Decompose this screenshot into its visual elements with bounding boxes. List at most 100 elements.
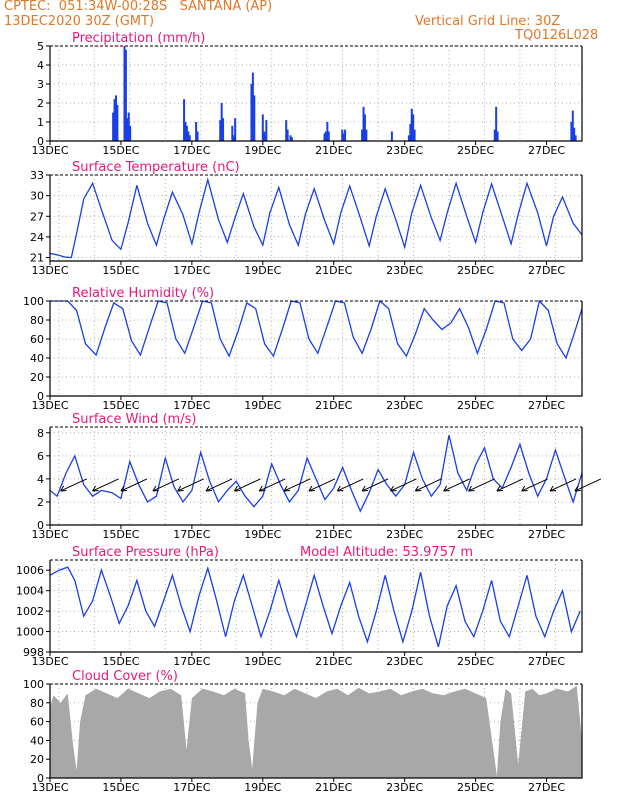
model-altitude-label: Model Altitude: 53.9757 m	[300, 545, 473, 560]
wind-arrow-head	[468, 485, 475, 492]
cloud-cover-xtick-label: 23DEC	[386, 781, 423, 794]
surface-temperature-ytick-label: 24	[30, 231, 44, 244]
surface-wind-frame	[49, 427, 583, 526]
precipitation-bar	[363, 114, 366, 141]
surface-wind-series-line	[49, 434, 583, 513]
surface-temperature-series-line	[49, 177, 583, 259]
surface-wind-ytick-label: 8	[37, 427, 44, 440]
precipitation-bar	[234, 118, 237, 141]
precipitation-ytick-label: 3	[37, 78, 44, 91]
surface-temperature-xtick-label: 17DEC	[173, 264, 210, 277]
wind-arrow-head	[152, 485, 159, 492]
wind-arrow	[120, 478, 148, 492]
precipitation-bar	[183, 99, 186, 141]
precipitation-ytick-label: 2	[37, 97, 44, 110]
surface-pressure-xtick-label: 13DEC	[31, 655, 68, 668]
wind-arrow	[468, 478, 495, 492]
cloud-cover-ytick-label: 60	[30, 716, 44, 729]
cloud-cover-ytick-label: 80	[30, 697, 44, 710]
run-date-header: 13DEC2020 30Z (GMT)	[4, 14, 155, 29]
surface-wind-xtick-label: 21DEC	[315, 528, 352, 541]
precipitation-bar	[412, 114, 415, 141]
precipitation-bar	[123, 46, 126, 141]
precipitation-bar	[571, 110, 574, 141]
wind-arrow-head	[390, 485, 397, 492]
surface-temperature-title: Surface Temperature (nC)	[72, 160, 240, 175]
surface-pressure-ytick-label: 998	[23, 646, 44, 659]
wind-arrow-head	[443, 485, 450, 492]
cloud-cover-frame	[49, 684, 583, 779]
precipitation-bar	[219, 120, 222, 141]
precipitation-bar	[232, 135, 235, 141]
precipitation-bar	[113, 99, 116, 141]
precipitation-xtick-label: 15DEC	[102, 144, 139, 157]
precipitation-bar	[184, 122, 187, 141]
precipitation-bar	[263, 131, 266, 141]
surface-wind-ytick-label: 4	[37, 473, 44, 486]
wind-arrow	[234, 478, 261, 492]
precipitation-xtick-label: 25DEC	[457, 144, 494, 157]
grid-line-info: Vertical Grid Line: 30Z	[415, 14, 561, 29]
surface-pressure-title: Surface Pressure (hPa)	[72, 545, 219, 560]
wind-arrow-head	[521, 485, 528, 492]
precipitation-xtick-label: 27DEC	[528, 144, 565, 157]
cloud-cover-ytick-label: 100	[23, 678, 44, 691]
surface-temperature-ytick-label: 27	[30, 210, 44, 223]
precipitation-bar	[570, 122, 573, 141]
surface-pressure-xtick-label: 25DEC	[457, 655, 494, 668]
wind-arrow-head	[549, 485, 557, 492]
wind-arrow	[92, 478, 119, 492]
cloud-cover-area	[50, 685, 582, 778]
cloud-cover-xtick-label: 19DEC	[244, 781, 281, 794]
precipitation-bar	[290, 137, 293, 141]
relative-humidity-ytick-label: 80	[30, 314, 44, 327]
wind-arrow	[443, 478, 470, 492]
wind-arrow-head	[283, 485, 291, 492]
wind-arrow-head	[92, 485, 99, 492]
precipitation-bar	[410, 108, 413, 141]
wind-arrow	[60, 478, 87, 492]
cloud-cover-xtick-label: 15DEC	[102, 781, 139, 794]
surface-temperature-xtick-label: 25DEC	[457, 264, 494, 277]
wind-arrow	[337, 478, 364, 492]
precipitation-bar	[496, 131, 499, 141]
relative-humidity-frame	[49, 301, 583, 397]
relative-humidity-ytick-label: 0	[37, 390, 44, 403]
surface-temperature-xtick-label: 27DEC	[528, 264, 565, 277]
cloud-cover-ytick-label: 0	[37, 772, 44, 785]
surface-temperature-xtick-label: 15DEC	[102, 264, 139, 277]
wind-arrow	[259, 478, 286, 492]
surface-pressure-xtick-label: 21DEC	[315, 655, 352, 668]
surface-wind-xtick-label: 13DEC	[31, 528, 68, 541]
precipitation-bar	[187, 131, 190, 141]
cloud-cover-xtick-label: 25DEC	[457, 781, 494, 794]
precipitation-bar	[574, 135, 577, 141]
precipitation-bar	[251, 72, 254, 141]
surface-temperature-xtick-label: 23DEC	[386, 264, 423, 277]
surface-pressure-ytick-label: 1006	[16, 564, 44, 577]
precipitation-bar	[326, 122, 329, 141]
relative-humidity-xtick-label: 13DEC	[31, 399, 68, 412]
precipitation-xtick-label: 23DEC	[386, 144, 423, 157]
surface-pressure-frame	[49, 560, 583, 653]
relative-humidity-xtick-label: 17DEC	[173, 399, 210, 412]
precipitation-bar	[573, 127, 576, 141]
wind-arrow	[521, 478, 548, 492]
wind-arrow-head	[414, 485, 422, 492]
cloud-cover-xtick-label: 17DEC	[173, 781, 210, 794]
wind-arrow-head	[120, 485, 127, 492]
precipitation-bar	[250, 84, 253, 141]
station-header: CPTEC: 051:34W-00:28S SANTANA (AP)	[4, 0, 273, 14]
wind-arrow	[177, 478, 204, 492]
precipitation-bar	[327, 131, 330, 141]
precipitation-bar	[129, 125, 132, 141]
surface-wind-xtick-label: 23DEC	[386, 528, 423, 541]
surface-temperature-ytick-label: 33	[30, 169, 44, 182]
precipitation-xtick-label: 13DEC	[31, 144, 68, 157]
wind-arrow	[308, 478, 336, 492]
precipitation-bar	[407, 135, 410, 141]
wind-arrow	[415, 478, 442, 492]
wind-arrow-head	[258, 485, 266, 492]
relative-humidity-ytick-label: 20	[30, 371, 44, 384]
wind-arrow	[496, 478, 524, 492]
